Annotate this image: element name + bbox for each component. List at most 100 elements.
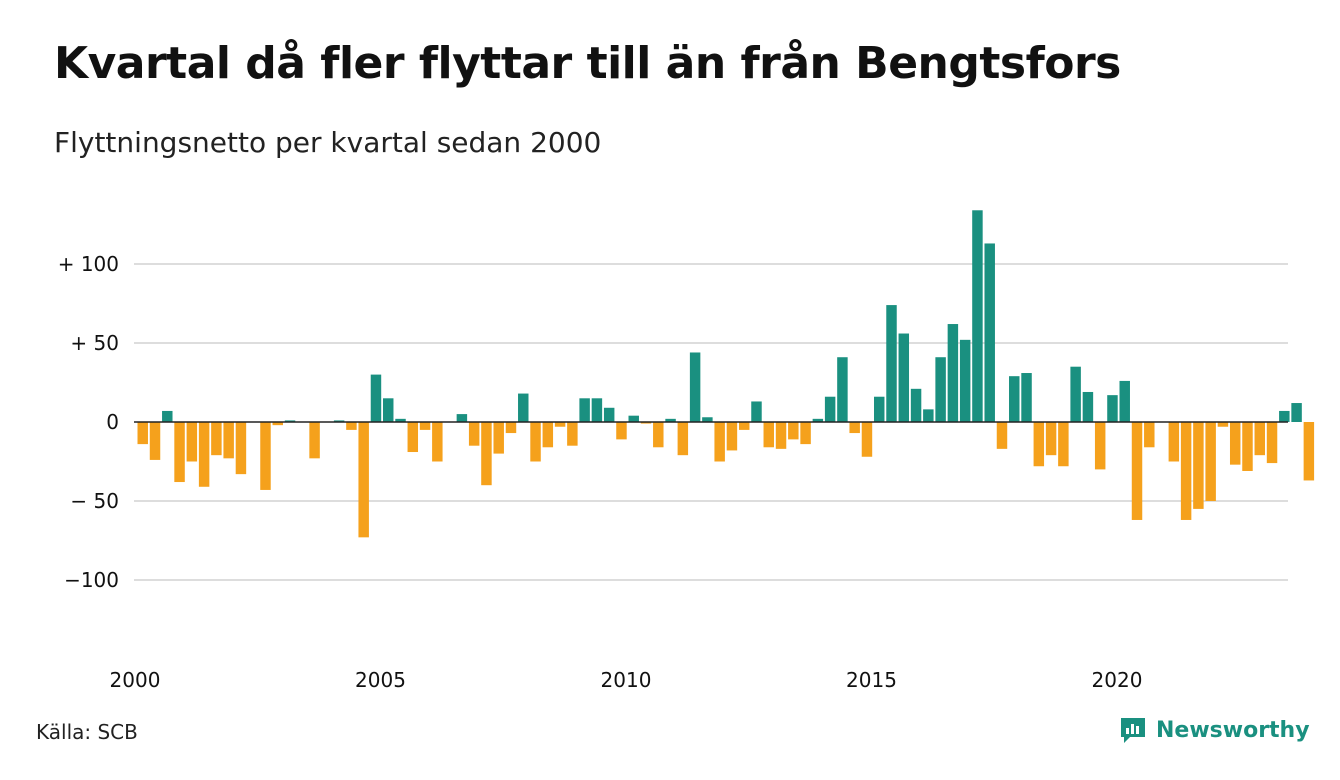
bar [456, 414, 468, 422]
newsworthy-logo-icon [1121, 718, 1145, 743]
bar [1033, 422, 1045, 467]
bar [640, 422, 652, 424]
y-tick-label: + 50 [70, 331, 119, 355]
bar [972, 210, 983, 422]
bar [137, 422, 148, 445]
bar [211, 422, 222, 456]
bar [923, 409, 934, 422]
bar [689, 352, 701, 422]
bar [628, 415, 639, 422]
bar [407, 422, 419, 453]
y-tick-label: 0 [106, 410, 119, 434]
y-tick-label: + 100 [58, 252, 119, 276]
bar [554, 422, 566, 427]
bar [1180, 422, 1192, 520]
bar [665, 418, 676, 422]
grid-lines [134, 263, 1288, 581]
bar [174, 422, 185, 483]
bar [837, 357, 848, 422]
bar [579, 398, 590, 422]
brand-logo: Newsworthy [1118, 715, 1310, 745]
bar [616, 422, 627, 440]
bar [186, 422, 198, 462]
bar [542, 422, 554, 448]
bar [751, 401, 762, 422]
bar [1009, 376, 1020, 422]
bar [1254, 422, 1265, 456]
bar [309, 422, 320, 459]
bar [1144, 422, 1155, 448]
bar [1119, 380, 1130, 422]
bar [481, 422, 492, 486]
bar [1131, 422, 1143, 520]
bar [1279, 410, 1290, 422]
y-tick-label: −100 [64, 568, 119, 592]
bar [235, 422, 247, 475]
bar [1094, 422, 1106, 470]
bar [333, 420, 345, 422]
chart-title: Kvartal då fler flyttar till än från Ben… [54, 38, 1121, 89]
bar [1266, 422, 1278, 464]
bar [370, 374, 382, 422]
bar [272, 422, 283, 426]
bar [1217, 422, 1229, 427]
bar [702, 417, 713, 422]
bar [677, 422, 689, 456]
bar [935, 357, 946, 422]
bar [947, 324, 959, 422]
bar [1303, 422, 1315, 481]
bar [714, 422, 725, 462]
bar [861, 422, 873, 457]
chart-subtitle: Flyttningsnetto per kvartal sedan 2000 [54, 126, 602, 159]
bar [886, 305, 897, 422]
bar [1058, 422, 1069, 467]
bar [493, 422, 504, 454]
bar [1168, 422, 1180, 462]
x-tick-label: 2000 [110, 668, 161, 692]
bar [849, 422, 860, 434]
bar [800, 422, 811, 445]
x-tick-label: 2015 [846, 668, 897, 692]
bar [1205, 422, 1216, 501]
bar [984, 243, 995, 422]
bar [996, 422, 1008, 449]
x-tick-label: 2005 [355, 668, 406, 692]
bar [468, 422, 480, 446]
bar [812, 418, 824, 422]
bar [284, 420, 296, 422]
bar [910, 388, 922, 422]
bar [1045, 422, 1057, 456]
bar [959, 339, 971, 422]
bar [1107, 395, 1118, 422]
bar [874, 396, 885, 422]
bar [1070, 366, 1081, 422]
brand-name: Newsworthy [1156, 717, 1310, 743]
bar [653, 422, 664, 448]
bar [518, 393, 529, 422]
bar [1193, 422, 1204, 509]
x-tick-label: 2020 [1092, 668, 1143, 692]
bar [1242, 422, 1253, 471]
bar [603, 407, 615, 422]
bar [775, 422, 787, 449]
bar [505, 422, 517, 434]
bar [395, 418, 406, 422]
y-axis-ticks: + 100 + 50 0 − 50 −100 [58, 252, 119, 592]
bar [763, 422, 774, 448]
bar [162, 410, 173, 422]
bar [383, 398, 394, 422]
bar [1082, 391, 1094, 422]
source-note: Källa: SCB [36, 720, 138, 744]
bar [260, 422, 271, 490]
bar [198, 422, 210, 487]
x-tick-label: 2010 [601, 668, 652, 692]
bars [137, 210, 1315, 538]
bar [1021, 373, 1032, 422]
bar [788, 422, 799, 440]
x-axis-ticks: 2000 2005 2010 2015 2020 [110, 668, 1143, 692]
bar [530, 422, 541, 462]
bar [223, 422, 234, 459]
bar [591, 398, 603, 422]
bar [567, 422, 578, 446]
